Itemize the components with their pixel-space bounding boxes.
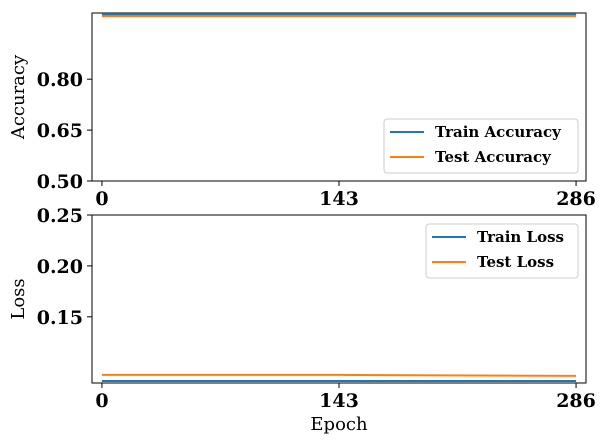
accuracy-y-tick-label: 0.80 — [37, 69, 83, 91]
loss-y-tick-label: 0.25 — [37, 205, 83, 227]
legend-train-loss-label: Train Loss — [477, 228, 564, 246]
legend-test-accuracy-label: Test Accuracy — [435, 148, 552, 166]
loss-x-tick-label: 0 — [95, 390, 108, 412]
accuracy-y-tick-label: 0.50 — [37, 171, 83, 193]
loss-legend: Train Loss Test Loss — [425, 223, 579, 279]
accuracy-legend-box — [383, 118, 579, 174]
accuracy-y-tick-label: 0.65 — [37, 120, 83, 142]
legend-test-loss-label: Test Loss — [477, 253, 554, 271]
loss-x-tick-label: 143 — [319, 390, 359, 412]
loss-series-line-1 — [101, 373, 577, 377]
loss-y-tick-label: 0.15 — [37, 307, 83, 329]
loss-y-axis-label: Loss — [8, 278, 29, 319]
accuracy-x-tick-label: 286 — [556, 188, 596, 210]
loss-panel: Loss Epoch Train Loss Test Loss 0 143 286 0… — [8, 205, 596, 435]
legend-train-accuracy-label: Train Accuracy — [435, 123, 562, 141]
accuracy-x-tick-label: 0 — [95, 188, 108, 210]
accuracy-panel: Accuracy Train Accuracy Test Accuracy 0 1… — [8, 12, 596, 210]
accuracy-x-tick-label: 143 — [319, 188, 359, 210]
loss-x-axis-label: Epoch — [310, 414, 368, 435]
accuracy-legend: Train Accuracy Test Accuracy — [383, 118, 579, 174]
accuracy-y-axis-label: Accuracy — [8, 54, 29, 140]
loss-x-tick-label: 286 — [556, 390, 596, 412]
loss-y-tick-label: 0.20 — [37, 256, 83, 278]
